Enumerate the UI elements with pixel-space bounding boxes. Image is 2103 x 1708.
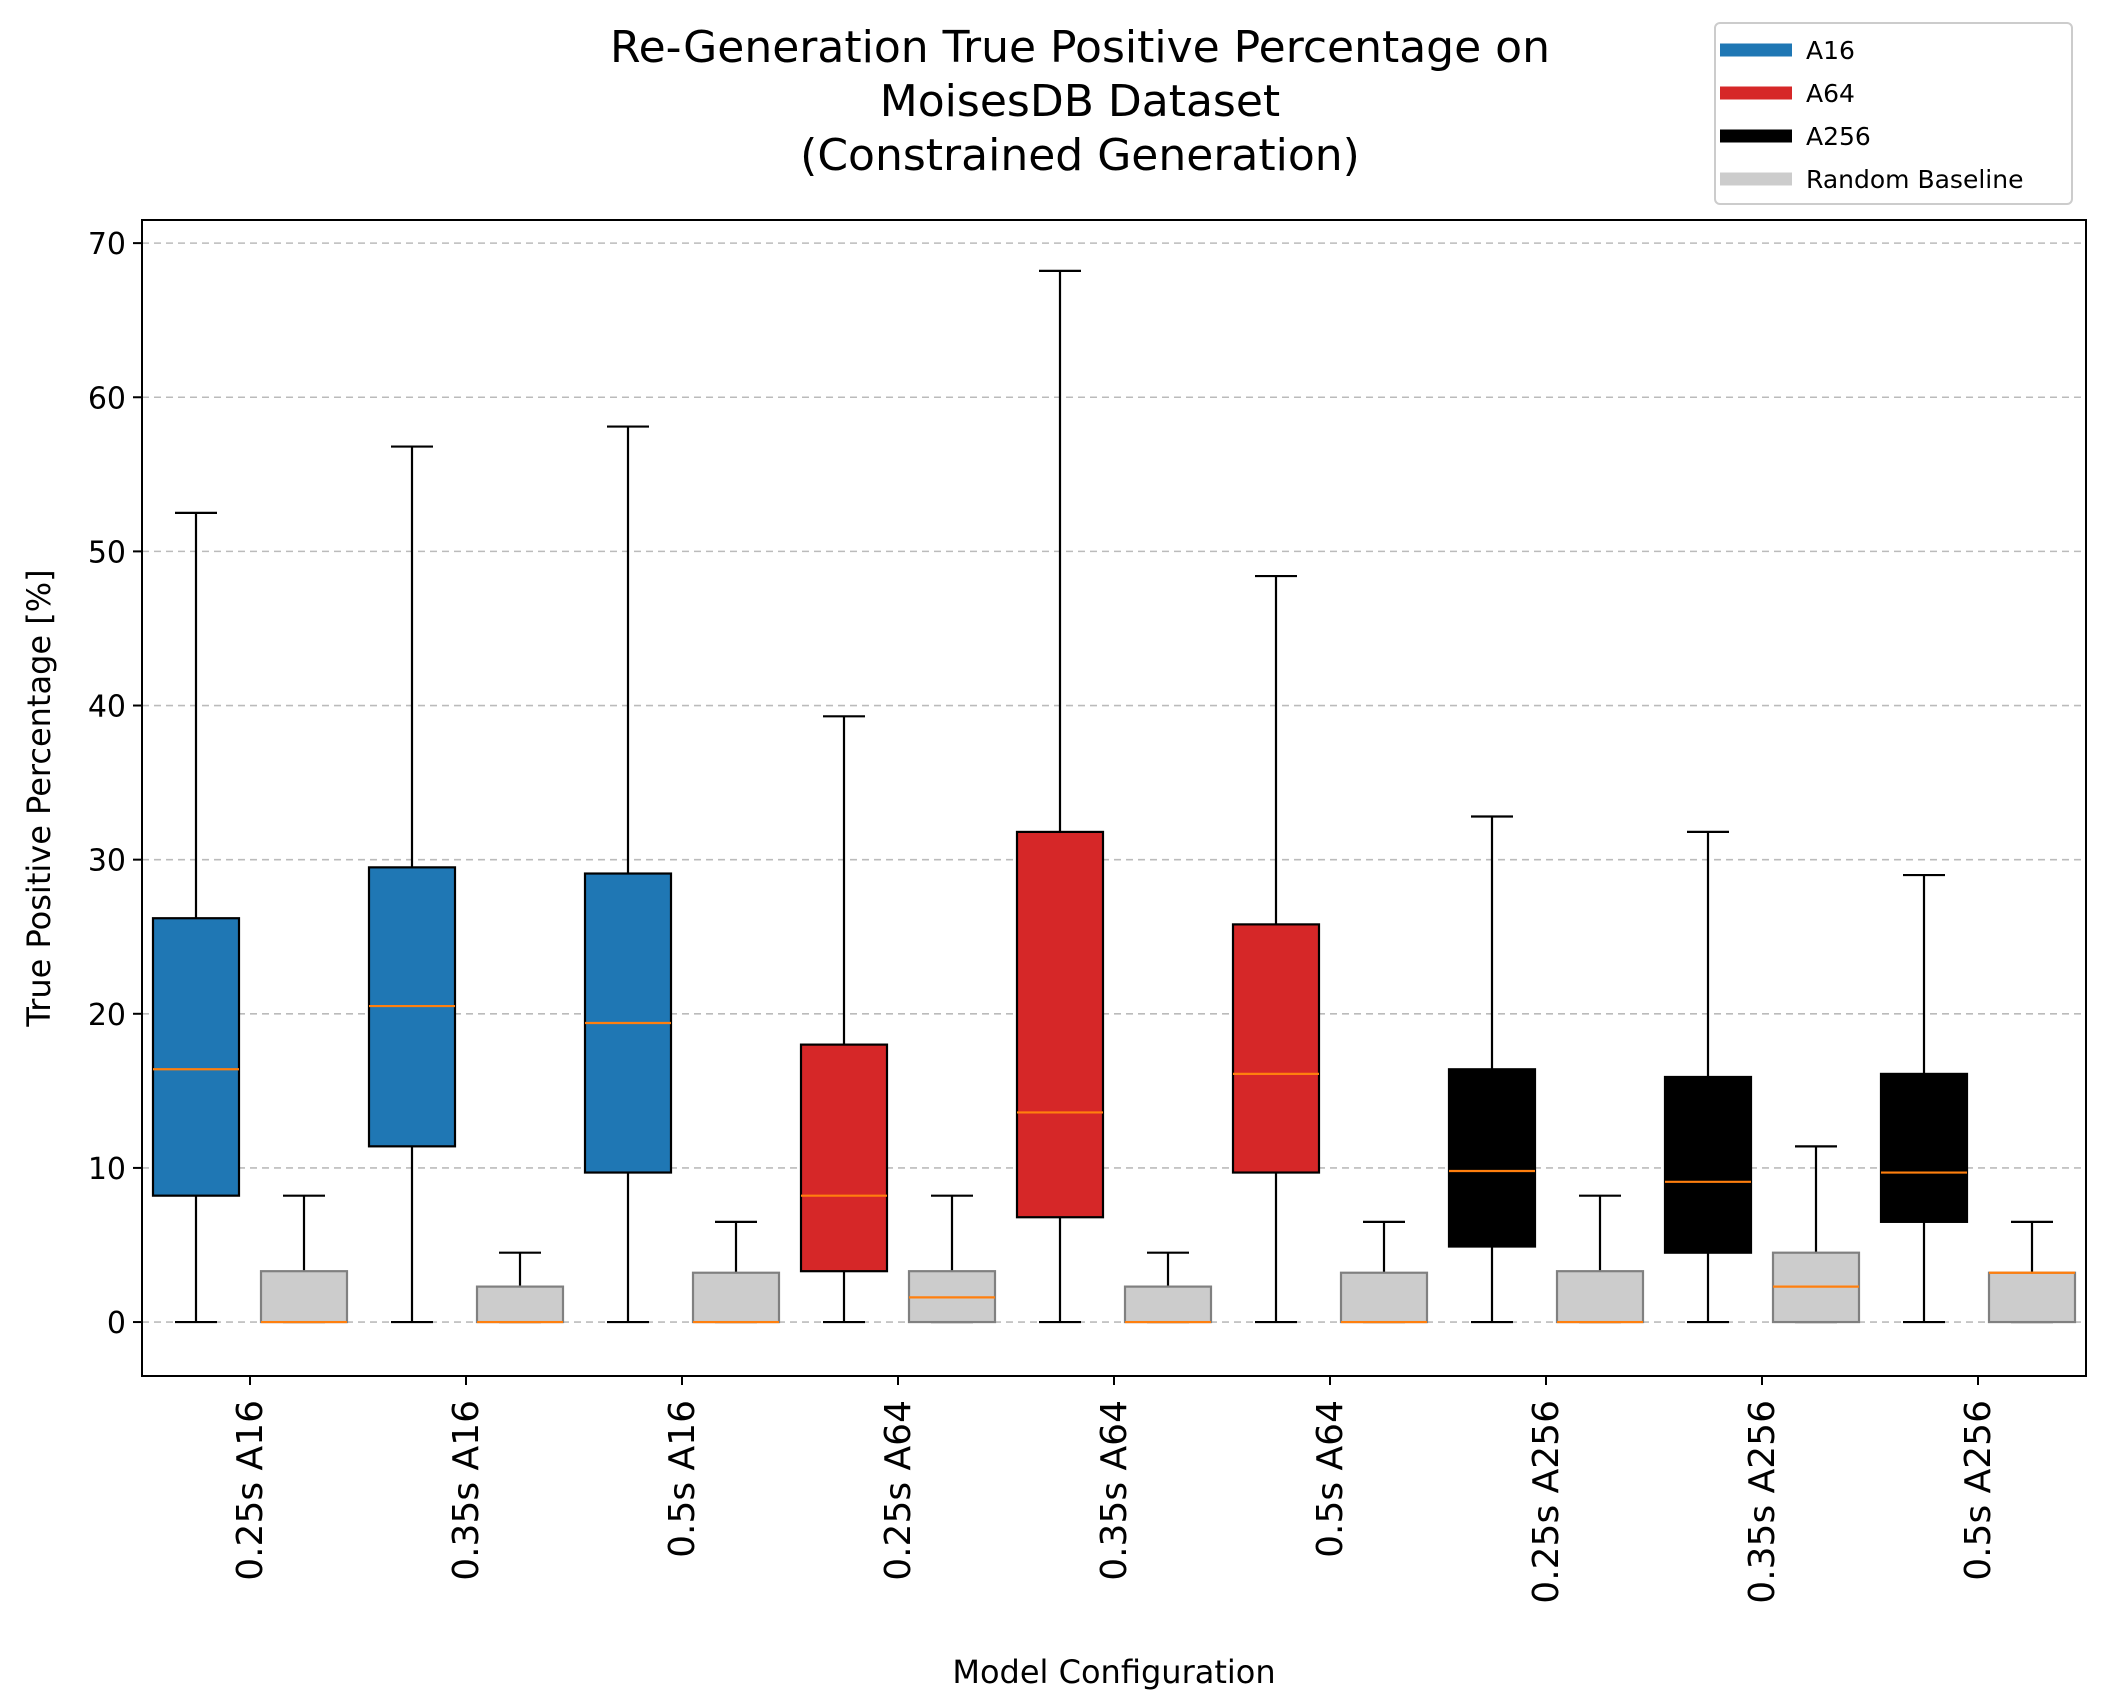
box-random-baseline-7 (1771, 1145, 1861, 1324)
box-body (475, 1285, 565, 1324)
x-tick-label: 0.25s A64 (878, 1400, 919, 1581)
box-body (1447, 1068, 1537, 1248)
y-tick-label: 20 (88, 998, 126, 1033)
box-random-baseline-8 (1987, 1220, 2077, 1324)
x-tick-label: 0.35s A16 (446, 1400, 487, 1581)
box-body (1987, 1271, 2077, 1324)
y-tick-label: 60 (88, 381, 126, 416)
box-body (799, 1043, 889, 1273)
box-body (259, 1270, 349, 1324)
box-a16-2 (583, 425, 673, 1324)
box-a256-8 (1879, 873, 1969, 1324)
box-a16-0 (151, 511, 241, 1324)
y-tick-label: 70 (88, 227, 126, 262)
legend-frame (1714, 22, 2073, 205)
y-axis-label: True Positive Percentage [%] (20, 569, 58, 1027)
box-body (1015, 830, 1105, 1219)
box-a64-3 (799, 715, 889, 1324)
x-tick-label: 0.5s A16 (662, 1400, 703, 1558)
box-a64-4 (1015, 269, 1105, 1324)
y-tick-label: 40 (88, 690, 126, 725)
box-body (1663, 1075, 1753, 1254)
box-a16-1 (367, 445, 457, 1324)
box-random-baseline-4 (1123, 1251, 1213, 1324)
box-body (691, 1271, 781, 1324)
box-a256-6 (1447, 815, 1537, 1324)
y-tick-label: 30 (88, 844, 126, 879)
x-tick-label: 0.25s A16 (230, 1400, 271, 1581)
legend: A16 A64 A256 Random Baseline (1714, 22, 2073, 205)
box-random-baseline-1 (475, 1251, 565, 1324)
x-tick-label: 0.5s A64 (1310, 1400, 1351, 1558)
y-tick-label: 50 (88, 535, 126, 570)
box-body (151, 917, 241, 1197)
chart-title-line-1: Re-Generation True Positive Percentage o… (610, 22, 1550, 73)
legend-label: Random Baseline (1806, 165, 2023, 194)
x-tick-label: 0.35s A256 (1742, 1400, 1783, 1604)
box-random-baseline-6 (1555, 1194, 1645, 1324)
box-body (1123, 1285, 1213, 1324)
box-random-baseline-2 (691, 1220, 781, 1324)
legend-label: A64 (1806, 79, 1855, 108)
box-body (1339, 1271, 1429, 1324)
legend-label: A16 (1806, 36, 1855, 65)
x-tick-label: 0.25s A256 (1526, 1400, 1567, 1604)
y-tick-label: 10 (88, 1152, 126, 1187)
box-random-baseline-0 (259, 1194, 349, 1324)
box-body (1231, 923, 1321, 1174)
plot-frame (141, 219, 2087, 1377)
x-tick-label: 0.5s A256 (1958, 1400, 1999, 1581)
box-a256-7 (1663, 830, 1753, 1324)
box-a64-5 (1231, 574, 1321, 1324)
chart-title-line-2: MoisesDB Dataset (879, 76, 1281, 127)
chart-title-line-3: (Constrained Generation) (800, 130, 1360, 181)
box-body (1555, 1270, 1645, 1324)
y-tick-label: 0 (107, 1306, 126, 1341)
box-random-baseline-3 (907, 1194, 997, 1324)
x-tick-label: 0.35s A64 (1094, 1400, 1135, 1581)
legend-label: A256 (1806, 122, 1871, 151)
box-random-baseline-5 (1339, 1220, 1429, 1324)
x-axis-label: Model Configuration (952, 1653, 1275, 1691)
box-body (1879, 1072, 1969, 1223)
